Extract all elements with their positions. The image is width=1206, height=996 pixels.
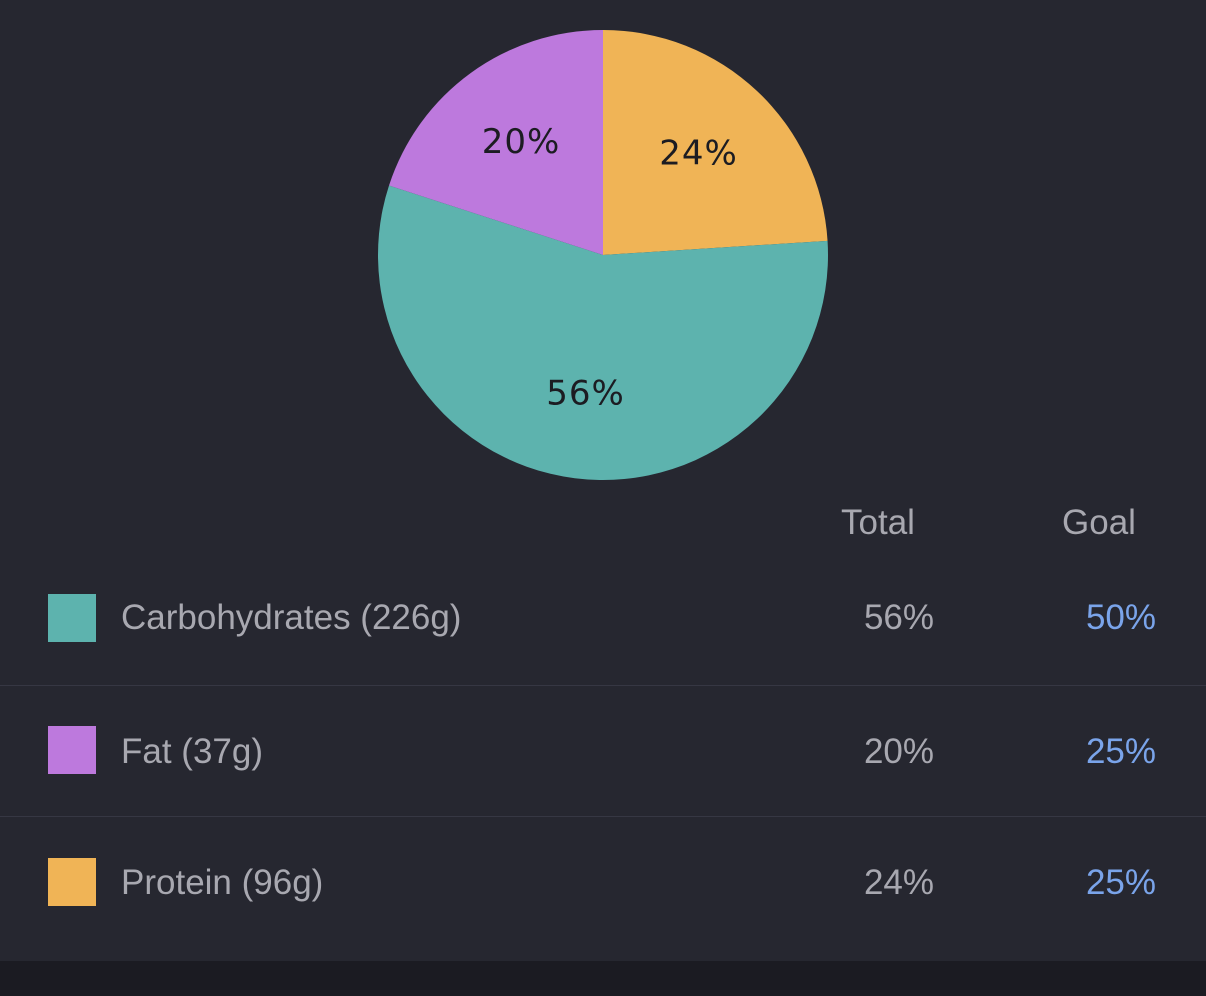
pie-label-fat: 20% bbox=[482, 122, 561, 162]
pie-label-carbohydrates: 56% bbox=[546, 373, 625, 413]
macro-total: 20% bbox=[863, 732, 934, 771]
table-header: Total Goal bbox=[0, 503, 1206, 547]
macro-goal[interactable]: 25% bbox=[1085, 863, 1156, 902]
pie-label-protein: 24% bbox=[659, 133, 738, 173]
total-column-header: Total bbox=[841, 503, 915, 542]
carbohydrates-color-swatch bbox=[48, 594, 96, 642]
fat-color-swatch bbox=[48, 726, 96, 774]
macro-label: Carbohydrates (226g) bbox=[121, 598, 462, 637]
macro-label: Fat (37g) bbox=[121, 732, 263, 771]
macro-goal[interactable]: 25% bbox=[1085, 732, 1156, 771]
macro-row-protein[interactable]: Protein (96g) 24% 25% bbox=[0, 816, 1206, 962]
macro-row-carbohydrates[interactable]: Carbohydrates (226g) 56% 50% bbox=[0, 554, 1206, 685]
pie-slice-carbohydrates[interactable] bbox=[377, 185, 828, 480]
macro-total: 24% bbox=[863, 863, 934, 902]
macro-goal[interactable]: 50% bbox=[1085, 598, 1156, 637]
bottom-bar bbox=[0, 961, 1206, 996]
goal-column-header: Goal bbox=[1062, 503, 1136, 542]
macros-pie-chart: 24% 56% 20% bbox=[377, 30, 828, 480]
macro-row-fat[interactable]: Fat (37g) 20% 25% bbox=[0, 685, 1206, 817]
pie-slice-fat[interactable] bbox=[389, 30, 603, 255]
protein-color-swatch bbox=[48, 858, 96, 906]
macro-label: Protein (96g) bbox=[121, 863, 324, 902]
pie-slice-protein[interactable] bbox=[603, 30, 828, 255]
macro-total: 56% bbox=[863, 598, 934, 637]
